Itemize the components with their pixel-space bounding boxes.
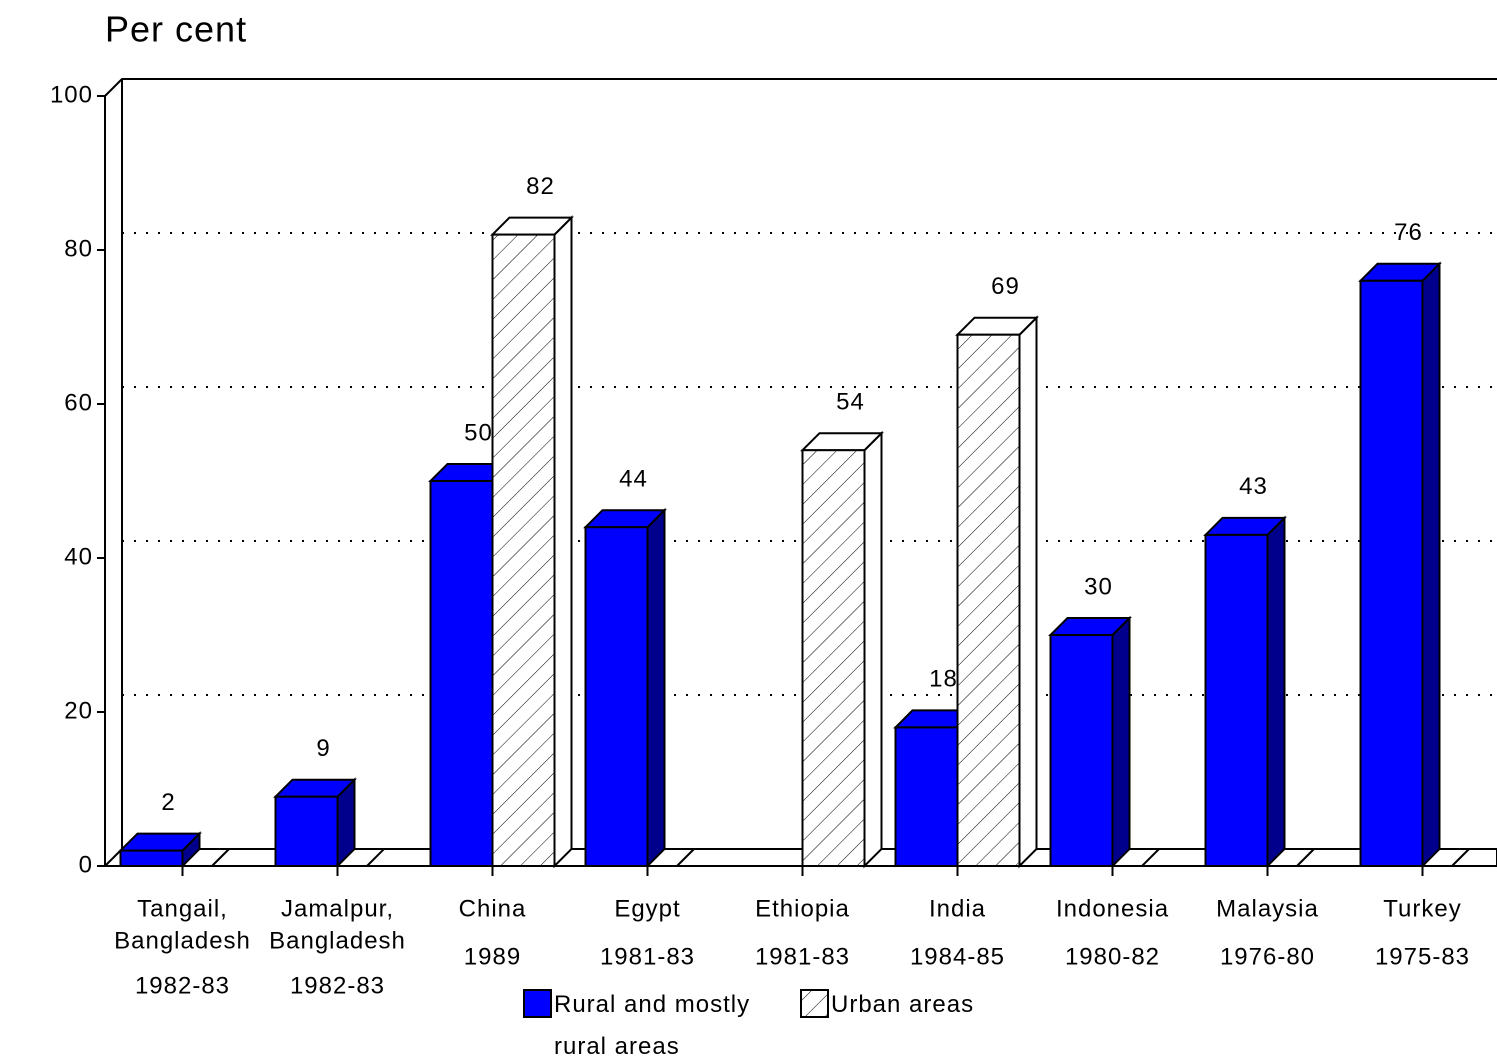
- x-tick-label: 1982-83: [290, 972, 385, 999]
- floor-divider: [1451, 848, 1470, 867]
- value-label: 50: [464, 419, 493, 446]
- x-tick-label: 1975-83: [1375, 943, 1470, 970]
- y-tick-label: 80: [64, 235, 93, 262]
- x-tick-label: 1982-83: [135, 972, 230, 999]
- x-tick-label: Turkey: [1383, 895, 1461, 922]
- floor-divider: [676, 848, 695, 867]
- back-wall: [104, 78, 1497, 97]
- bar-side: [1018, 315, 1038, 869]
- x-tick-label: Bangladesh: [269, 927, 406, 954]
- x-tick-label: Bangladesh: [114, 927, 251, 954]
- y-tick-label: 60: [64, 389, 93, 416]
- bar-side: [553, 215, 573, 869]
- value-label: 18: [929, 666, 958, 693]
- y-tick-label: 40: [64, 543, 93, 570]
- x-tick-label: Egypt: [614, 895, 680, 922]
- bar-side: [863, 430, 883, 869]
- legend-label: Urban areas: [831, 991, 975, 1018]
- x-tick-label: Indonesia: [1056, 895, 1169, 922]
- y-tick-label: 0: [79, 851, 93, 878]
- value-label: 30: [1084, 573, 1113, 600]
- x-tick-label: India: [929, 895, 986, 922]
- legend-swatch: [800, 989, 829, 1018]
- value-label: 76: [1394, 219, 1423, 246]
- bar: [1204, 533, 1269, 868]
- bar-side: [1111, 615, 1131, 869]
- x-tick-label: China: [459, 895, 527, 922]
- bar: [491, 233, 556, 868]
- value-label: 69: [991, 273, 1020, 300]
- x-tick-label: Tangail,: [137, 895, 228, 922]
- floor-divider: [366, 848, 385, 867]
- x-tick-label: Jamalpur,: [281, 895, 394, 922]
- bar: [1359, 279, 1424, 867]
- x-tick-label: 1981-83: [755, 943, 850, 970]
- bar: [584, 526, 649, 867]
- x-tick-label: Ethiopia: [755, 895, 850, 922]
- bar: [429, 480, 494, 867]
- legend-entry: Rural and mostly rural areas: [554, 991, 751, 1060]
- value-label: 9: [316, 735, 330, 762]
- bar: [1049, 634, 1114, 867]
- x-tick-label: 1976-80: [1220, 943, 1315, 970]
- bar: [801, 449, 866, 867]
- y-tick-label: 20: [64, 697, 93, 724]
- x-tick-label: Malaysia: [1216, 895, 1319, 922]
- bar: [274, 795, 339, 868]
- y-axis-label: Per cent: [105, 9, 247, 50]
- value-label: 2: [161, 789, 175, 816]
- floor-divider: [1141, 848, 1160, 867]
- y-tick-label: 100: [50, 81, 93, 108]
- floor-divider: [211, 848, 230, 867]
- value-label: 54: [836, 389, 865, 416]
- bar: [956, 333, 1021, 867]
- x-tick-label: 1981-83: [600, 943, 695, 970]
- value-label: 82: [526, 173, 555, 200]
- x-tick-label: 1989: [464, 943, 521, 970]
- x-tick-label: 1980-82: [1065, 943, 1160, 970]
- legend-label: Rural and mostly rural areas: [554, 991, 751, 1060]
- x-tick-label: 1984-85: [910, 943, 1005, 970]
- bar: [894, 726, 959, 868]
- bar-side: [1266, 515, 1286, 869]
- value-label: 43: [1239, 473, 1268, 500]
- value-label: 44: [619, 466, 648, 493]
- floor-divider: [1296, 848, 1315, 867]
- bar-side: [646, 507, 666, 869]
- legend-entry: Urban areas: [831, 991, 975, 1018]
- legend-swatch: [523, 989, 552, 1018]
- bar: [119, 849, 184, 867]
- bar-side: [1421, 261, 1441, 869]
